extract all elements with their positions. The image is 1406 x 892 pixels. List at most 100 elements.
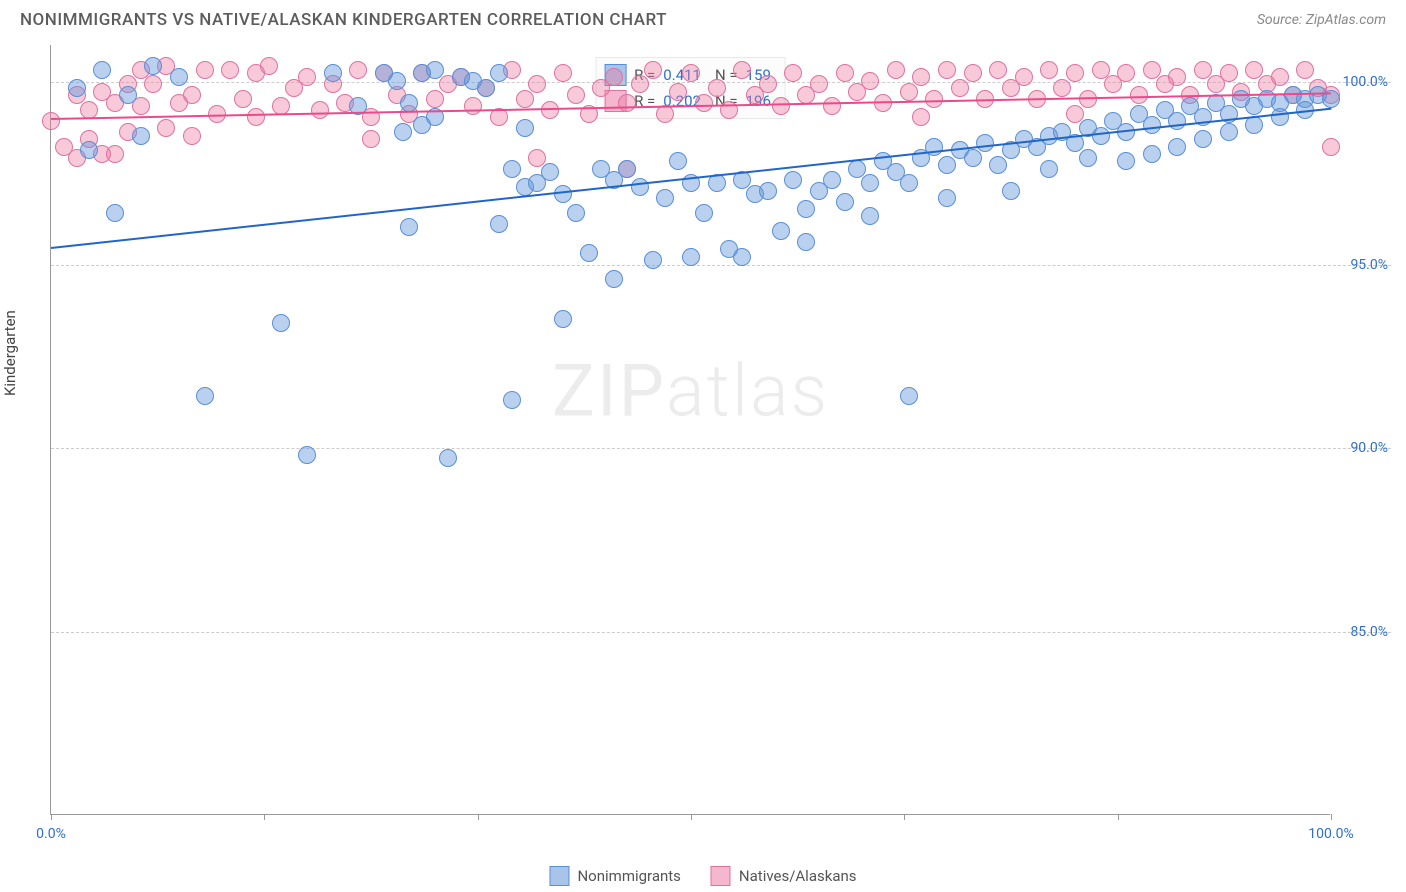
scatter-point — [759, 75, 777, 93]
scatter-point — [580, 244, 598, 262]
x-tick — [1331, 814, 1332, 820]
scatter-point — [106, 145, 124, 163]
scatter-point — [797, 233, 815, 251]
scatter-point — [631, 178, 649, 196]
chart-source: Source: ZipAtlas.com — [1257, 12, 1386, 28]
scatter-point — [1220, 64, 1238, 82]
legend-item: Natives/Alaskans — [711, 866, 857, 886]
scatter-point — [938, 189, 956, 207]
scatter-point — [554, 64, 572, 82]
scatter-point — [298, 68, 316, 86]
scatter-point — [772, 222, 790, 240]
scatter-point — [925, 90, 943, 108]
scatter-point — [464, 97, 482, 115]
scatter-point — [618, 94, 636, 112]
legend-swatch-icon — [549, 866, 569, 886]
scatter-point — [183, 127, 201, 145]
scatter-point — [567, 86, 585, 104]
scatter-point — [362, 130, 380, 148]
scatter-point — [976, 134, 994, 152]
plot-area: ZIPatlas R =0.411N =159R =0.202N =196 85… — [50, 45, 1330, 815]
scatter-point — [669, 152, 687, 170]
scatter-point — [1066, 64, 1084, 82]
y-tick-label: 100.0% — [1343, 74, 1388, 90]
gridline — [51, 632, 1391, 633]
scatter-point — [669, 83, 687, 101]
scatter-point — [900, 174, 918, 192]
scatter-point — [1143, 61, 1161, 79]
scatter-point — [567, 204, 585, 222]
scatter-point — [426, 61, 444, 79]
scatter-point — [951, 79, 969, 97]
scatter-point — [644, 251, 662, 269]
scatter-point — [1220, 123, 1238, 141]
scatter-point — [247, 108, 265, 126]
scatter-point — [964, 149, 982, 167]
scatter-point — [772, 97, 790, 115]
scatter-point — [682, 248, 700, 266]
scatter-point — [912, 108, 930, 126]
scatter-point — [170, 68, 188, 86]
scatter-point — [272, 314, 290, 332]
scatter-point — [964, 64, 982, 82]
scatter-point — [503, 391, 521, 409]
scatter-point — [119, 86, 137, 104]
scatter-point — [656, 189, 674, 207]
scatter-point — [1271, 68, 1289, 86]
legend-label: Natives/Alaskans — [739, 867, 857, 885]
scatter-point — [938, 61, 956, 79]
scatter-point — [503, 160, 521, 178]
scatter-point — [1053, 79, 1071, 97]
scatter-point — [1015, 68, 1033, 86]
scatter-point — [400, 218, 418, 236]
scatter-point — [938, 156, 956, 174]
scatter-point — [784, 64, 802, 82]
scatter-point — [388, 72, 406, 90]
legend-item: Nonimmigrants — [549, 866, 680, 886]
x-tick — [1118, 814, 1119, 820]
scatter-point — [1143, 145, 1161, 163]
scatter-point — [144, 75, 162, 93]
scatter-point — [695, 94, 713, 112]
scatter-point — [1271, 108, 1289, 126]
scatter-point — [861, 174, 879, 192]
chart-title: NONIMMIGRANTS VS NATIVE/ALASKAN KINDERGA… — [20, 10, 667, 30]
scatter-point — [477, 79, 495, 97]
scatter-point — [1322, 138, 1340, 156]
legend-swatch-icon — [711, 866, 731, 886]
scatter-point — [682, 64, 700, 82]
scatter-point — [631, 75, 649, 93]
scatter-point — [1194, 130, 1212, 148]
scatter-point — [196, 387, 214, 405]
scatter-point — [1079, 149, 1097, 167]
scatter-point — [439, 449, 457, 467]
scatter-point — [784, 171, 802, 189]
scatter-point — [810, 75, 828, 93]
watermark-text: ZIPatlas — [552, 349, 829, 434]
gridline — [51, 448, 1391, 449]
scatter-point — [80, 141, 98, 159]
scatter-point — [183, 86, 201, 104]
scatter-point — [394, 123, 412, 141]
scatter-point — [733, 61, 751, 79]
scatter-point — [349, 61, 367, 79]
y-tick-label: 95.0% — [1350, 257, 1388, 273]
scatter-point — [708, 79, 726, 97]
scatter-point — [695, 204, 713, 222]
y-tick-label: 85.0% — [1350, 624, 1388, 640]
legend-label: Nonimmigrants — [577, 867, 680, 885]
scatter-point — [848, 160, 866, 178]
scatter-point — [900, 83, 918, 101]
scatter-point — [400, 94, 418, 112]
scatter-point — [618, 160, 636, 178]
scatter-point — [1168, 68, 1186, 86]
scatter-point — [426, 90, 444, 108]
scatter-point — [1040, 160, 1058, 178]
scatter-point — [989, 156, 1007, 174]
scatter-point — [836, 64, 854, 82]
y-axis-title: Kindergarten — [1, 310, 19, 396]
scatter-point — [823, 97, 841, 115]
chart-container: Kindergarten ZIPatlas R =0.411N =159R =0… — [50, 35, 1390, 825]
x-tick — [51, 814, 52, 820]
x-tick — [264, 814, 265, 820]
